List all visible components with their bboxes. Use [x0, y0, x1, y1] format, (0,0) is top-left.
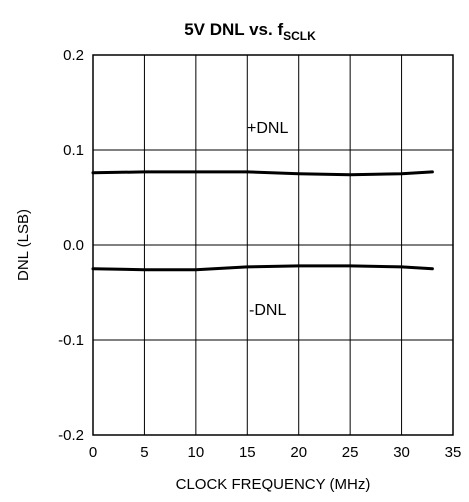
plot-frame: [92, 54, 454, 436]
y-tick-label: 0.2: [63, 47, 84, 64]
x-tick-label: 5: [140, 444, 148, 461]
y-axis-label: DNL (LSB): [15, 209, 32, 281]
series-labels: +DNL -DNL: [247, 120, 288, 319]
x-tick-label: 35: [445, 444, 462, 461]
chart-title-subscript: SCLK: [283, 29, 316, 43]
x-tick-label: 30: [393, 444, 410, 461]
x-tick-label: 15: [239, 444, 256, 461]
y-tick-label: 0.1: [63, 142, 84, 159]
x-axis-label: CLOCK FREQUENCY (MHz): [176, 476, 371, 493]
y-tick-label: 0.0: [63, 237, 84, 254]
series-line-minus-dnl: [91, 264, 434, 272]
series-line-plus-dnl: [91, 170, 434, 177]
chart-title: 5V DNL vs. fSCLK: [184, 20, 316, 43]
x-tick-labels: 0 5 10 15 20 25 30 35: [89, 444, 462, 461]
y-tick-label: -0.1: [58, 332, 84, 349]
x-tick-label: 10: [188, 444, 205, 461]
grid: [93, 55, 453, 435]
x-tick-label: 0: [89, 444, 97, 461]
series-layer: [91, 170, 434, 272]
series-label-plus-dnl: +DNL: [247, 120, 288, 137]
series-label-minus-dnl: -DNL: [249, 302, 286, 319]
x-tick-label: 20: [290, 444, 307, 461]
x-tick-label: 25: [342, 444, 359, 461]
y-tick-labels: 0.2 0.1 0.0 -0.1 -0.2: [58, 47, 84, 444]
y-tick-label: -0.2: [58, 427, 84, 444]
